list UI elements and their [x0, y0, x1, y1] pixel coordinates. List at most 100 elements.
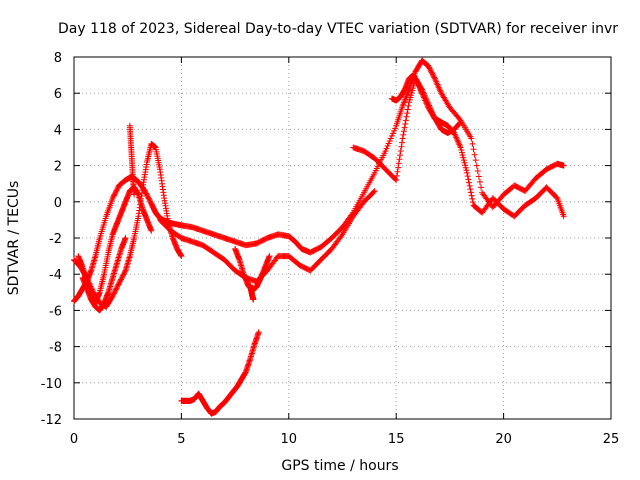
data-point-marker: [427, 66, 434, 73]
data-point-marker: [396, 156, 403, 163]
data-point-marker: [472, 157, 479, 164]
data-point-marker: [458, 147, 465, 154]
data-point-marker: [468, 192, 475, 199]
data-point-marker: [457, 119, 464, 126]
data-point-marker: [475, 173, 482, 180]
x-tick-label: 5: [177, 432, 185, 447]
data-point-marker: [400, 128, 407, 135]
data-point-marker: [114, 282, 121, 289]
data-point-marker: [404, 110, 411, 117]
data-point-marker: [111, 191, 118, 198]
data-point-marker: [117, 277, 124, 284]
data-point-marker: [467, 186, 474, 193]
data-point-marker: [112, 286, 119, 293]
data-point-marker: [427, 68, 434, 75]
data-point-marker: [399, 139, 405, 146]
y-tick-label: -6: [49, 304, 62, 319]
data-point-marker: [120, 271, 127, 278]
x-tick-label: 10: [281, 432, 298, 447]
series-arc-k: [247, 282, 257, 303]
data-point-marker: [393, 177, 400, 184]
x-tick-label: 20: [495, 432, 512, 447]
data-point-marker: [424, 101, 431, 108]
data-point-marker: [452, 132, 459, 139]
data-point-marker: [404, 106, 411, 113]
data-point-marker: [435, 82, 442, 89]
data-point-marker: [394, 168, 401, 175]
y-tick-label: -10: [41, 377, 62, 392]
data-point-marker: [146, 196, 153, 203]
data-point-marker: [426, 64, 433, 71]
y-tick-label: -2: [49, 232, 62, 247]
data-point-marker: [466, 182, 473, 189]
data-point-marker: [391, 127, 398, 134]
data-point-marker: [460, 157, 467, 164]
data-point-marker: [433, 78, 440, 85]
data-point-marker: [397, 147, 404, 154]
series-arc-i: [178, 329, 262, 417]
data-point-marker: [383, 145, 390, 152]
data-point-marker: [465, 176, 472, 183]
data-point-marker: [402, 120, 409, 127]
data-point-marker: [116, 280, 123, 287]
data-point-marker: [451, 131, 458, 138]
data-point-marker: [370, 189, 377, 196]
data-point-marker: [384, 143, 391, 150]
data-point-marker: [400, 131, 407, 138]
data-point-marker: [250, 296, 257, 303]
data-point-marker: [434, 81, 441, 88]
data-point-marker: [455, 138, 462, 145]
data-point-marker: [393, 172, 400, 179]
data-point-marker: [476, 178, 483, 185]
data-point-marker: [145, 195, 152, 202]
data-point-marker: [395, 164, 402, 171]
data-point-marker: [111, 289, 118, 296]
data-point-marker: [114, 284, 121, 291]
data-point-marker: [469, 195, 476, 202]
data-point-marker: [116, 278, 123, 285]
data-point-marker: [435, 84, 442, 91]
data-point-marker: [114, 185, 121, 192]
data-point-marker: [385, 140, 392, 147]
data-point-marker: [456, 143, 463, 150]
data-point-marker: [423, 100, 430, 107]
data-point-marker: [474, 168, 481, 175]
data-point-marker: [464, 169, 471, 176]
data-point-marker: [110, 193, 117, 200]
data-point-marker: [112, 190, 119, 197]
data-point-marker: [118, 276, 125, 283]
data-point-marker: [425, 63, 432, 70]
data-point-marker: [113, 285, 120, 292]
data-point-marker: [454, 137, 461, 144]
y-axis-label: SDTVAR / TECUs: [6, 181, 22, 296]
data-point-marker: [109, 292, 116, 299]
series-arc-f: [156, 187, 378, 285]
y-tick-label: -8: [49, 341, 62, 356]
data-point-marker: [478, 184, 485, 191]
data-point-marker: [145, 194, 152, 201]
data-point-marker: [463, 167, 470, 174]
data-point-marker: [430, 73, 437, 80]
data-point-marker: [422, 97, 429, 104]
data-point-marker: [131, 191, 138, 198]
y-tick-label: 0: [54, 196, 62, 211]
data-point-marker: [421, 95, 428, 102]
data-point-marker: [456, 120, 463, 127]
data-point-marker: [471, 151, 478, 158]
data-point-marker: [469, 140, 476, 147]
data-point-marker: [114, 186, 121, 193]
data-point-marker: [560, 213, 567, 220]
series-arc-d: [79, 235, 129, 314]
data-point-marker: [428, 69, 435, 76]
data-point-marker: [468, 135, 475, 142]
data-point-marker: [459, 152, 466, 159]
data-point-marker: [115, 281, 122, 288]
data-point-marker: [392, 125, 399, 132]
data-point-marker: [266, 253, 273, 260]
data-point-marker: [436, 85, 443, 92]
grid-lines: [74, 57, 611, 419]
series-arc-j: [126, 122, 138, 198]
data-point-marker: [464, 173, 471, 180]
series-arc-a: [71, 57, 567, 305]
